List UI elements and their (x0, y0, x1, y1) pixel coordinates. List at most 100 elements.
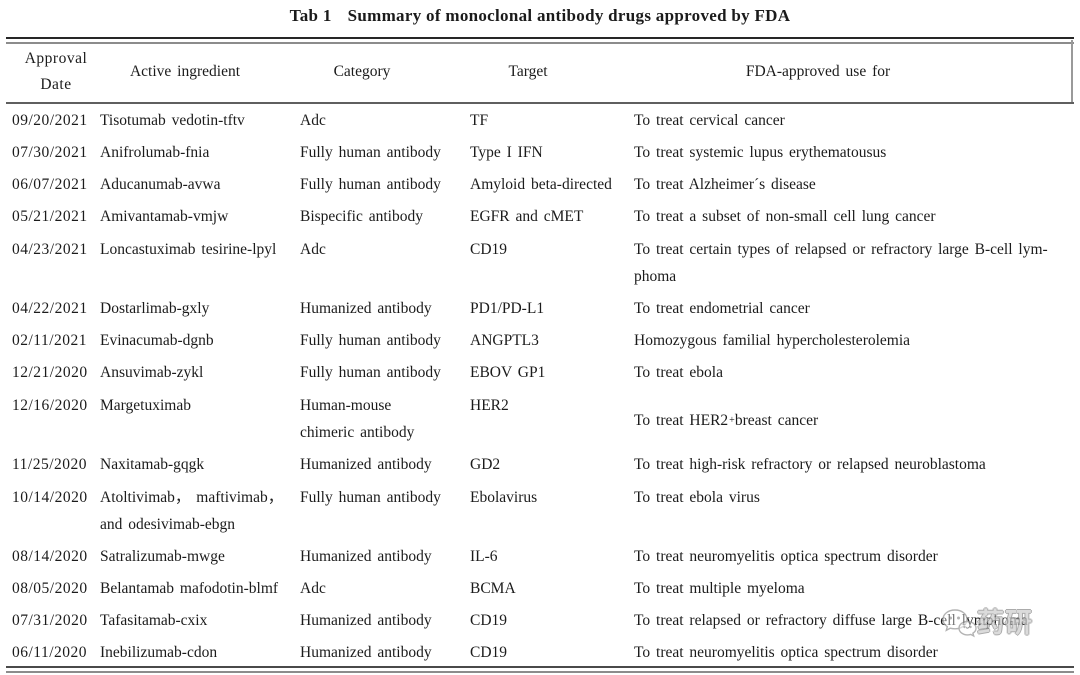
cell-category: Humanized antibody (300, 300, 432, 317)
table-row: 08/05/2020 Belantamab mafodotin-blmf Adc BC… (6, 573, 1074, 605)
cell-fda-approved-use: To treat Alzheimer´s disease (634, 176, 816, 193)
cell-category: Humanized antibody (300, 548, 432, 565)
cell-target: GD2 (470, 456, 501, 473)
header-right-edge-line (1071, 40, 1073, 103)
column-header-active-ingredient: Active ingredient (129, 63, 241, 80)
cell-category: Fully human antibody (300, 144, 441, 161)
table-bottom-rule (6, 666, 1074, 673)
table-row: 11/25/2020 Naxitamab-gqgk Humanized antibo… (6, 449, 1074, 481)
cell-approval-date: 12/16/2020 (12, 397, 88, 414)
table-row: 06/11/2020 Inebilizumab-cdon Humanized ant… (6, 637, 1074, 669)
cell-target: Ebolavirus (470, 489, 538, 506)
cell-fda-approved-use: To treat cervical cancer (634, 112, 785, 129)
cell-approval-date: 06/11/2020 (12, 644, 88, 661)
cell-category: Fully human antibody (300, 489, 441, 506)
cell-active-ingredient: Atoltivimab， maftivimab， and odesivimab-e… (100, 489, 284, 533)
cell-target: EBOV GP1 (470, 364, 546, 381)
cell-active-ingredient: Dostarlimab-gxly (100, 300, 210, 317)
cell-target: Type I IFN (470, 144, 543, 161)
column-header-category: Category (333, 63, 391, 80)
cell-approval-date: 09/20/2021 (12, 112, 88, 129)
cell-approval-date: 12/21/2020 (12, 364, 88, 381)
table-row: 06/07/2021 Aducanumab-avwa Fully human ant… (6, 169, 1074, 201)
header-divider-rule (6, 102, 1074, 104)
cell-category: Fully human antibody (300, 332, 441, 349)
cell-active-ingredient: Evinacumab-dgnb (100, 332, 214, 349)
cell-category: Bispecific antibody (300, 208, 423, 225)
cell-approval-date: 04/22/2021 (12, 300, 88, 317)
cell-active-ingredient: Anifrolumab-fnia (100, 144, 210, 161)
cell-approval-date: 08/05/2020 (12, 580, 88, 597)
cell-active-ingredient: Naxitamab-gqgk (100, 456, 205, 473)
cell-approval-date: 10/14/2020 (12, 489, 88, 506)
cell-approval-date: 04/23/2021 (12, 241, 88, 258)
cell-fda-approved-use: To treat a subset of non-small cell lung… (634, 208, 936, 225)
cell-active-ingredient: Tisotumab vedotin-tftv (100, 112, 245, 129)
cell-active-ingredient: Belantamab mafodotin-blmf (100, 580, 279, 597)
cell-active-ingredient: Amivantamab-vmjw (100, 208, 229, 225)
cell-target: CD19 (470, 241, 508, 258)
cell-approval-date: 07/31/2020 (12, 612, 88, 629)
cell-category: Adc (300, 241, 326, 258)
table-header-row: Approval Date Active ingredient Category Tar… (6, 42, 1074, 102)
cell-category: Human-mouse chimeric antibody (300, 397, 415, 441)
table-row: 10/14/2020 Atoltivimab， maftivimab， and od… (6, 481, 1074, 541)
table-body: 09/20/2021 Tisotumab vedotin-tftv Adc TF To … (6, 105, 1074, 669)
column-header-fda-approved-use: FDA-approved use for (745, 63, 891, 80)
cell-target: PD1/PD-L1 (470, 300, 545, 317)
cell-approval-date: 07/30/2021 (12, 144, 88, 161)
cell-fda-approved-use: Homozygous familial hypercholesterolemia (634, 332, 911, 349)
cell-active-ingredient: Tafasitamab-cxix (100, 612, 208, 629)
cell-target: TF (470, 112, 489, 129)
cell-approval-date: 05/21/2021 (12, 208, 88, 225)
cell-category: Adc (300, 580, 326, 597)
cell-active-ingredient: Margetuximab (100, 397, 191, 414)
cell-target: CD19 (470, 644, 508, 661)
cell-approval-date: 06/07/2021 (12, 176, 88, 193)
cell-fda-approved-use: To treat ebola virus (634, 489, 760, 506)
cell-active-ingredient: Aducanumab-avwa (100, 176, 221, 193)
cell-active-ingredient: Loncastuximab tesirine-lpyl (100, 241, 277, 258)
table-row: 02/11/2021 Evinacumab-dgnb Fully human ant… (6, 325, 1074, 357)
cell-target: EGFR and cMET (470, 208, 584, 225)
cell-target: Amyloid beta-directed (470, 176, 612, 193)
table-caption-label: Tab 1 (289, 6, 332, 25)
cell-category: Humanized antibody (300, 456, 432, 473)
cell-target: IL-6 (470, 548, 498, 565)
cell-fda-approved-use: To treat relapsed or refractory diffuse … (634, 612, 1028, 629)
table-top-rule (6, 37, 1074, 44)
cell-category: Adc (300, 112, 326, 129)
table-row: 12/21/2020 Ansuvimab-zykl Fully human anti… (6, 357, 1074, 389)
cell-fda-approved-use: To treat ebola (634, 364, 723, 381)
table-row: 08/14/2020 Satralizumab-mwge Humanized ant… (6, 541, 1074, 573)
cell-fda-approved-use: To treat systemic lupus erythematousus (634, 144, 887, 161)
table-caption: Tab 1 Summary of monoclonal antibody drug… (0, 6, 1080, 26)
cell-category: Humanized antibody (300, 612, 432, 629)
column-header-approval-date: Approval Date (24, 50, 88, 93)
cell-target: BCMA (470, 580, 516, 597)
cell-category: Fully human antibody (300, 364, 441, 381)
cell-approval-date: 08/14/2020 (12, 548, 88, 565)
cell-category: Fully human antibody (300, 176, 441, 193)
cell-target: ANGPTL3 (470, 332, 539, 349)
cell-active-ingredient: Inebilizumab-cdon (100, 644, 218, 661)
cell-target: CD19 (470, 612, 508, 629)
cell-active-ingredient: Ansuvimab-zykl (100, 364, 204, 381)
cell-approval-date: 02/11/2021 (12, 332, 88, 349)
cell-fda-approved-use: To treat neuromyelitis optica spectrum d… (634, 644, 938, 661)
cell-fda-approved-use: To treat endometrial cancer (634, 300, 810, 317)
cell-fda-approved-use: To treat HER2 + breast cancer (634, 412, 819, 429)
cell-fda-approved-use: To treat certain types of relapsed or re… (634, 241, 1048, 285)
table-row: 05/21/2021 Amivantamab-vmjw Bispecific ant… (6, 201, 1074, 233)
cell-fda-approved-use: To treat neuromyelitis optica spectrum d… (634, 548, 938, 565)
table-caption-title: Summary of monoclonal antibody drugs app… (347, 6, 791, 25)
cell-approval-date: 11/25/2020 (12, 456, 88, 473)
table-row: 07/31/2020 Tafasitamab-cxix Humanized anti… (6, 605, 1074, 637)
table-row: 04/22/2021 Dostarlimab-gxly Humanized anti… (6, 293, 1074, 325)
table-row: 12/16/2020 Margetuximab Human-mouse chimeri… (6, 389, 1074, 449)
table-row: 09/20/2021 Tisotumab vedotin-tftv Adc TF To … (6, 105, 1074, 137)
column-header-target: Target (508, 63, 548, 80)
table-row: 04/23/2021 Loncastuximab tesirine-lpyl Adc… (6, 233, 1074, 293)
table-row: 07/30/2021 Anifrolumab-fnia Fully human an… (6, 137, 1074, 169)
